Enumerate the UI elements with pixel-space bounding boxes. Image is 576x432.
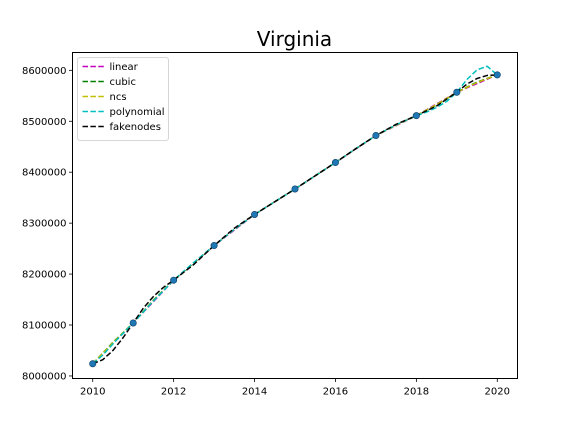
data-point: [170, 276, 178, 284]
series-line-fakenodes: [92, 74, 498, 365]
data-point: [129, 319, 137, 327]
data-points: [89, 71, 501, 368]
x-tick-label: 2016: [323, 387, 348, 398]
data-point: [331, 159, 339, 167]
data-point: [453, 88, 461, 96]
legend-label-linear: linear: [110, 62, 139, 73]
y-tick-label: 8100000: [22, 321, 67, 332]
legend-label-ncs: ncs: [110, 92, 127, 103]
data-point: [493, 71, 501, 79]
x-axis: 2010 2012 2014 2016 2018 2020: [80, 378, 510, 398]
plot-area: [72, 52, 518, 379]
legend-label-fakenodes: fakenodes: [110, 122, 161, 133]
legend-label-polynomial: polynomial: [110, 107, 165, 118]
chart-title: Virginia: [257, 27, 332, 51]
x-tick-label: 2020: [485, 387, 510, 398]
x-tick-label: 2014: [242, 387, 267, 398]
y-axis: 8000000 8100000 8200000 8300000 8400000 85000…: [22, 66, 73, 382]
x-tick-label: 2018: [404, 387, 429, 398]
x-tick-label: 2012: [161, 387, 186, 398]
x-tick-label: 2010: [80, 387, 105, 398]
y-tick-label: 8000000: [22, 371, 67, 382]
y-tick-label: 8200000: [22, 270, 67, 281]
legend-box: [77, 57, 169, 141]
data-point: [412, 112, 420, 120]
legend: linear cubic ncs polynomial fakenodes: [77, 57, 169, 141]
data-point: [251, 210, 259, 218]
legend-label-cubic: cubic: [110, 77, 136, 88]
y-tick-label: 8500000: [22, 117, 67, 128]
data-point: [210, 242, 218, 250]
data-point: [291, 185, 299, 193]
data-point: [89, 360, 97, 368]
data-point: [372, 132, 380, 140]
y-tick-label: 8600000: [22, 66, 67, 77]
y-tick-label: 8400000: [22, 168, 67, 179]
y-tick-label: 8300000: [22, 219, 67, 230]
